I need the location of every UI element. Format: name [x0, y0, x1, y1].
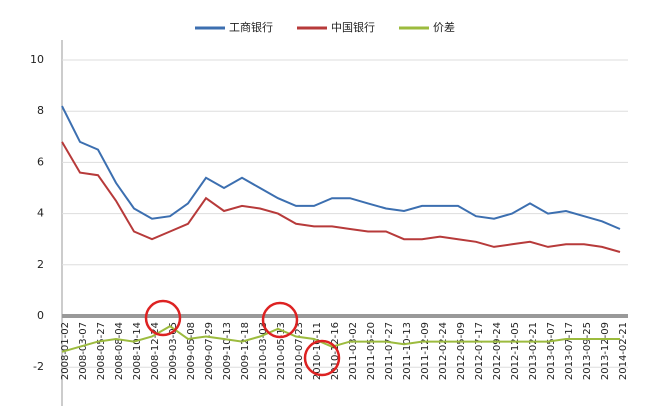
x-tick-label: 2008-05-27 — [96, 322, 107, 380]
x-tick-label: 2010-03-03 — [258, 322, 269, 380]
y-tick-label: 6 — [37, 155, 44, 168]
y-tick-label: -2 — [33, 360, 44, 373]
x-tick-label: 2013-05-07 — [546, 322, 557, 380]
line-series — [61, 325, 620, 353]
x-tick-label: 2013-09-25 — [582, 322, 593, 380]
legend-label: 价差 — [433, 20, 455, 34]
y-tick-label: 8 — [37, 104, 44, 117]
x-tick-label: 2014-02-21 — [618, 322, 629, 380]
y-tick-label: 4 — [37, 207, 44, 220]
x-tick-label: 2011-07-27 — [384, 322, 395, 380]
x-tick-label: 2008-12-24 — [150, 322, 161, 380]
legend-label: 工商银行 — [229, 20, 273, 34]
x-tick-label: 2013-07-17 — [564, 322, 575, 380]
x-tick-label: 2009-05-08 — [186, 322, 197, 380]
legend-label: 中国银行 — [331, 20, 375, 34]
highlight-circle — [144, 299, 182, 337]
x-tick-label: 2010-12-16 — [330, 322, 341, 380]
x-tick-label: 2008-10-14 — [132, 322, 143, 380]
x-tick-label: 2008-03-07 — [78, 322, 89, 380]
line-series — [61, 105, 621, 230]
x-tick-label: 2012-05-09 — [456, 322, 467, 380]
x-tick-label: 2012-12-05 — [510, 322, 521, 380]
x-tick-label: 2010-10-11 — [312, 322, 323, 380]
x-tick-label: 2008-08-04 — [114, 322, 125, 380]
x-tick-label: 2012-09-24 — [492, 322, 503, 380]
line-series — [61, 141, 621, 253]
x-tick-label: 2013-12-09 — [600, 322, 611, 380]
y-tick-label: 0 — [37, 309, 44, 322]
x-tick-label: 2012-07-17 — [474, 322, 485, 380]
x-tick-label: 2011-05-20 — [366, 322, 377, 380]
x-tick-label: 2009-03-05 — [168, 322, 179, 380]
y-tick-label: 10 — [30, 53, 44, 66]
x-tick-label: 2011-03-02 — [348, 322, 359, 380]
x-tick-label: 2011-12-09 — [420, 322, 431, 380]
x-tick-label: 2010-05-13 — [276, 322, 287, 380]
x-tick-label: 2011-10-13 — [402, 322, 413, 380]
x-tick-label: 2009-10-13 — [222, 322, 233, 380]
highlight-circle — [303, 339, 341, 377]
x-tick-label: 2012-02-24 — [438, 322, 449, 380]
y-tick-label: 2 — [37, 258, 44, 271]
x-tick-label: 2010-07-23 — [294, 322, 305, 380]
x-tick-label: 2009-07-29 — [204, 322, 215, 380]
x-tick-label: 2013-02-21 — [528, 322, 539, 380]
x-tick-label: 2009-12-18 — [240, 322, 251, 380]
legend: 工商银行 中国银行 价差 — [195, 20, 455, 34]
highlight-circle — [261, 301, 299, 339]
